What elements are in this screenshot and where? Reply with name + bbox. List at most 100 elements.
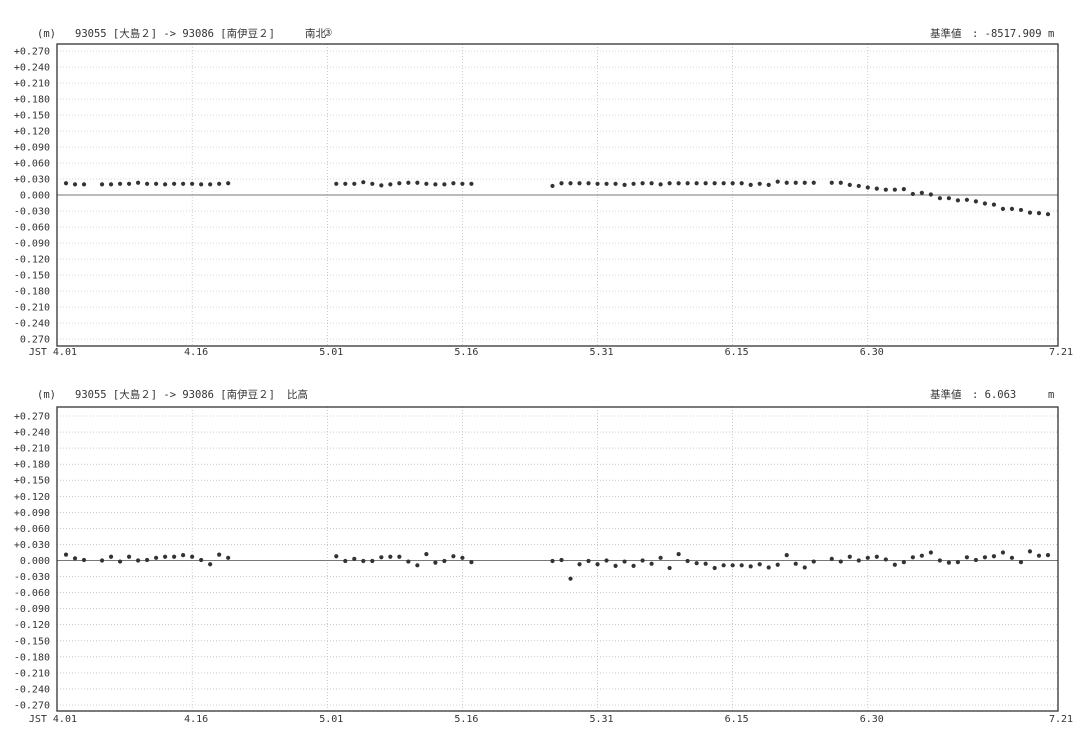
- reference-label: 基準値: [930, 388, 962, 401]
- data-point: [964, 197, 970, 202]
- data-point: [811, 180, 816, 185]
- x-tick-label: 5.31: [589, 347, 613, 358]
- data-point: [153, 555, 159, 560]
- x-tick-label: 6.15: [725, 347, 749, 358]
- data-point: [451, 554, 456, 559]
- reference-value: : 6.063: [972, 389, 1016, 401]
- data-point: [694, 181, 699, 186]
- data-point: [1027, 549, 1033, 554]
- data-point: [622, 559, 627, 564]
- data-point: [1000, 206, 1006, 211]
- y-tick-label: -0.210: [14, 668, 50, 679]
- data-point: [135, 180, 141, 185]
- data-point: [199, 182, 204, 187]
- data-point: [1009, 206, 1015, 211]
- plot-height-difference: +0.270 +0.240 +0.210 +0.180 +0.150 +0.120 +0.0…: [14, 406, 1073, 725]
- data-point: [892, 187, 897, 192]
- data-point: [388, 182, 393, 187]
- y-tick-label: +0.150: [14, 476, 50, 487]
- data-point: [81, 182, 87, 187]
- data-point: [883, 557, 888, 562]
- y-tick-label: -0.270: [14, 701, 50, 712]
- data-point: [81, 557, 87, 563]
- chart-number-marker: ③: [323, 27, 333, 39]
- y-tick-label: -0.240: [14, 684, 50, 695]
- data-point: [919, 190, 924, 195]
- data-point: [739, 563, 744, 568]
- x-tick-label: 4.16: [184, 347, 208, 358]
- data-point: [685, 558, 690, 564]
- x-tick-label: 6.30: [860, 714, 884, 725]
- x-tick-label: 7.21: [1049, 714, 1073, 725]
- data-point: [730, 563, 735, 568]
- unit-label: (m): [37, 28, 56, 40]
- data-point: [937, 196, 942, 201]
- data-point: [748, 182, 753, 187]
- data-point: [667, 181, 672, 186]
- reference-value: : -8517.909: [972, 28, 1042, 40]
- station-pair: 93055 [大島２] -> 93086 [南伊豆２]: [75, 388, 275, 401]
- data-point: [955, 198, 961, 203]
- data-point: [352, 556, 357, 561]
- data-point: [865, 185, 870, 190]
- data-point: [631, 563, 636, 568]
- x-tick-label: 5.16: [454, 347, 478, 358]
- data-point: [838, 180, 843, 185]
- data-point: [739, 181, 744, 186]
- data-point: [757, 562, 762, 567]
- data-point: [424, 181, 429, 186]
- y-tick-label: -0.030: [14, 207, 50, 218]
- data-point: [1018, 560, 1024, 565]
- data-point: [595, 181, 600, 186]
- data-point: [226, 181, 231, 186]
- data-point: [640, 558, 645, 563]
- data-point: [1018, 207, 1024, 213]
- y-tick-label: +0.120: [14, 127, 50, 138]
- data-point: [946, 196, 951, 201]
- data-point: [559, 557, 564, 563]
- data-point: [910, 191, 915, 197]
- data-point: [433, 182, 438, 187]
- x-tick-label: 7.21: [1049, 347, 1073, 358]
- data-point: [72, 182, 78, 187]
- y-tick-label: -0.060: [14, 588, 50, 599]
- data-point: [144, 557, 150, 563]
- data-point: [469, 560, 474, 565]
- y-tick-label: +0.150: [14, 111, 50, 122]
- station-pair: 93055 [大島２] -> 93086 [南伊豆２]: [75, 27, 275, 40]
- data-point: [883, 187, 888, 192]
- x-tick-label: 6.15: [725, 714, 749, 725]
- x-tick-label: 5.01: [319, 347, 343, 358]
- data-point: [63, 552, 69, 557]
- data-point: [460, 181, 465, 186]
- plot-frame: [56, 43, 1059, 347]
- data-point: [793, 561, 798, 566]
- data-point: [406, 180, 411, 185]
- data-point: [117, 559, 123, 564]
- y-tick-label: +0.240: [14, 428, 50, 439]
- reference-unit: m: [1048, 389, 1054, 401]
- plot-frame: [56, 406, 1059, 712]
- data-point: [865, 555, 870, 560]
- data-point: [577, 562, 582, 567]
- y-tick-label: -0.210: [14, 303, 50, 314]
- data-point: [352, 181, 357, 186]
- data-point: [370, 558, 375, 564]
- y-tick-label: -0.060: [14, 223, 50, 234]
- data-point: [847, 554, 852, 559]
- data-point: [442, 182, 447, 187]
- data-point: [469, 181, 474, 186]
- data-point: [622, 182, 627, 187]
- data-point: [433, 560, 438, 565]
- data-point: [721, 563, 726, 568]
- data-point: [63, 181, 69, 186]
- data-point: [784, 553, 789, 558]
- data-point: [1009, 555, 1015, 560]
- data-point: [676, 551, 681, 557]
- data-point: [208, 182, 213, 187]
- data-point: [712, 181, 717, 186]
- data-point: [703, 181, 708, 186]
- data-point: [604, 181, 609, 186]
- data-point: [613, 563, 618, 568]
